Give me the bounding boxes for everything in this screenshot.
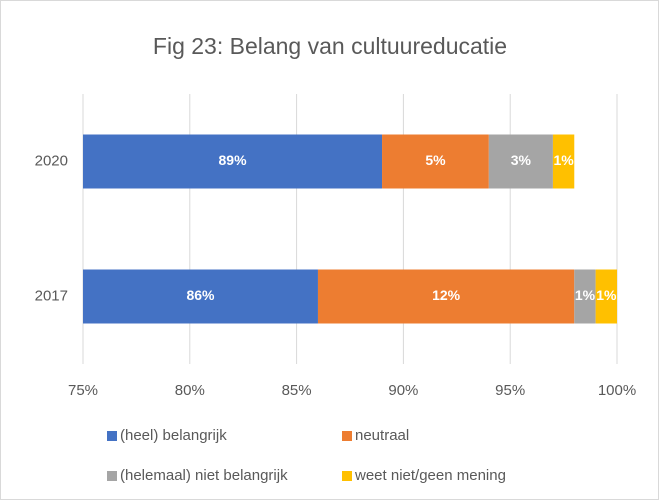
x-tick-label: 80% [175, 382, 205, 399]
x-tick-label: 100% [598, 382, 636, 399]
value-label: 12% [432, 287, 461, 303]
y-tick-label: 2017 [35, 287, 68, 304]
labels: 75% 80% 85% 90% 95% 100% 2020 89% 5% 3% 1% 2017 86% 1… [35, 152, 637, 484]
legend-label: (heel) belangrijk [120, 427, 227, 444]
bar-segment [574, 269, 596, 324]
legend-swatch [107, 471, 117, 481]
bar-segment [83, 269, 318, 324]
value-label: 1% [553, 152, 574, 168]
legend-swatch [342, 431, 352, 441]
value-label: 5% [425, 152, 446, 168]
x-tick-label: 95% [495, 382, 525, 399]
legend-label: neutraal [355, 427, 409, 444]
bar-segment [83, 134, 383, 189]
legend-label: (helemaal) niet belangrijk [120, 467, 288, 484]
value-label: 89% [219, 152, 248, 168]
legend-label: weet niet/geen mening [354, 467, 506, 484]
legend-swatch [107, 431, 117, 441]
chart-title: Fig 23: Belang van cultuureducatie [153, 33, 507, 59]
bar-segment [382, 134, 489, 189]
bar-segment [595, 269, 617, 324]
y-tick-label: 2020 [35, 152, 68, 169]
bar-segment [317, 269, 575, 324]
value-label: 1% [575, 287, 596, 303]
value-label: 1% [596, 287, 617, 303]
bar-segment [552, 134, 575, 189]
value-label: 86% [186, 287, 215, 303]
legend-swatch [342, 471, 352, 481]
x-tick-label: 75% [68, 382, 98, 399]
bar-segment [488, 134, 553, 189]
value-label: 3% [511, 152, 532, 168]
x-tick-label: 90% [388, 382, 418, 399]
x-tick-label: 85% [282, 382, 312, 399]
bars [83, 134, 617, 324]
